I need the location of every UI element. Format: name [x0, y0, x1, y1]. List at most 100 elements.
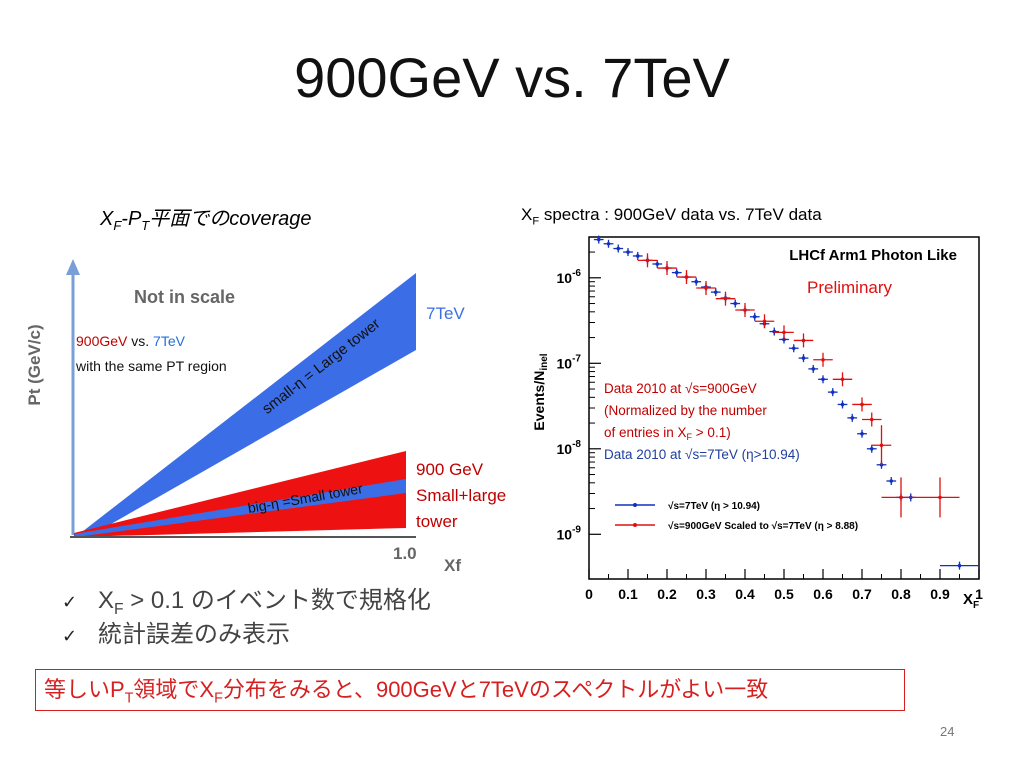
note-vs: vs. — [127, 333, 153, 349]
label-900-line3: tower — [416, 512, 458, 531]
data-point-900gev — [715, 291, 736, 306]
slide-title: 900GeV vs. 7TeV — [294, 46, 730, 109]
data-point-7tev — [593, 235, 604, 244]
item1-tail: > 0.1 のイベント数で規格化 — [123, 587, 431, 614]
marker — [860, 431, 864, 436]
data-point-900gev — [793, 333, 814, 348]
x-tick-label: 0.6 — [813, 586, 833, 602]
caption-tail: spectra : 900GeV data vs. 7TeV data — [539, 205, 822, 224]
data-point-7tev — [798, 354, 809, 363]
marker — [606, 241, 611, 246]
y-tick-label: 10-7 — [557, 353, 582, 371]
annotation-red-1: Data 2010 at √s=900GeV — [604, 381, 757, 396]
legend: √s=7TeV (η > 10.94) √s=900GeV Scaled to … — [615, 501, 858, 532]
data-point-7tev — [818, 375, 828, 384]
data-point-900gev — [871, 425, 892, 466]
x-tick-label: 1 — [975, 586, 983, 602]
label-900-line1: 900 GeV — [416, 460, 484, 479]
data-point-900gev — [754, 314, 775, 329]
conclusion-sub1: T — [124, 690, 134, 707]
marker — [869, 446, 874, 451]
legend-red-label: √s=900GeV Scaled to √s=7TeV (η > 8.88) — [668, 521, 858, 532]
marker — [869, 417, 874, 422]
checklist-item-2: 統計誤差のみ表示 — [98, 621, 290, 648]
checklist-item: ✓ 統計誤差のみ表示 — [62, 614, 431, 648]
data-point-900gev — [676, 270, 697, 285]
red-band-900gev — [74, 451, 406, 537]
annotation-blue: Data 2010 at √s=7TeV (η>10.94) — [604, 447, 800, 462]
marker — [860, 402, 864, 407]
data-point-7tev — [866, 444, 877, 453]
marker — [704, 286, 708, 290]
y-label-main: Events/N — [531, 371, 547, 431]
annotation-red-3b: > 0.1) — [692, 425, 731, 440]
caption-x: X — [521, 205, 533, 224]
annotation-red-3-sub: F — [687, 432, 693, 442]
y-axis-arrow-icon — [66, 259, 80, 275]
plot-ticks-group: 0 0.1 0.2 0.3 0.4 0.5 0.6 0.7 0.8 0.9 1 10-6 10-7 10-… — [557, 236, 983, 602]
note-line1: 900GeV vs. 7TeV — [76, 333, 186, 349]
data-point-900gev — [696, 280, 716, 295]
marker — [694, 279, 699, 284]
data-point-7tev — [691, 277, 702, 286]
x-label-main: X — [963, 591, 973, 608]
marker — [743, 308, 747, 312]
conclusion-part3: 分布をみると、900GeVと7TeVのスペクトルがよい一致 — [222, 677, 769, 702]
y-tick-label: 10-6 — [557, 268, 582, 286]
caption-dash: -P — [121, 208, 142, 230]
marker — [879, 443, 884, 448]
data-point-900gev — [657, 261, 677, 276]
x-tick-label: 0.1 — [618, 586, 638, 602]
caption-x-sub: F — [532, 215, 540, 228]
caption-x-sub: F — [113, 218, 122, 233]
plot-points-group — [593, 235, 979, 570]
check-icon: ✓ — [62, 592, 78, 612]
plot-title: LHCf Arm1 Photon Like — [789, 247, 957, 264]
x-axis-label: Xf — [444, 556, 461, 575]
label-900-background — [407, 460, 503, 536]
x-tick-label: 0.3 — [696, 586, 716, 602]
legend-blue-label: √s=7TeV (η > 10.94) — [668, 501, 760, 512]
marker — [840, 377, 845, 382]
data-point-7tev — [847, 413, 858, 422]
x-tick-label: 0.9 — [930, 586, 950, 602]
caption-tail: 平面でのcoverage — [149, 208, 312, 230]
marker — [840, 402, 845, 407]
data-point-7tev — [940, 561, 979, 570]
data-point-7tev — [749, 312, 760, 321]
marker — [626, 250, 630, 254]
marker — [635, 254, 640, 258]
plot-frame-group: LHCf Arm1 Photon Like Preliminary Events… — [531, 236, 980, 611]
legend-red-marker — [633, 523, 637, 527]
marker — [782, 330, 786, 335]
annotation-red-3a: of entries in X — [604, 425, 687, 440]
x-axis-label: XF — [963, 591, 979, 611]
right-figure-caption: XF spectra : 900GeV data vs. 7TeV data — [521, 205, 822, 227]
marker — [762, 319, 767, 324]
data-point-7tev — [623, 248, 633, 257]
caption-x: X — [100, 208, 114, 230]
data-point-900gev — [920, 477, 960, 518]
check-icon: ✓ — [62, 626, 78, 646]
data-point-7tev — [769, 327, 780, 336]
marker — [684, 275, 689, 279]
marker — [713, 290, 718, 294]
marker — [723, 296, 728, 301]
blue-sliver — [74, 479, 406, 537]
x-tick-1: 1.0 — [393, 544, 417, 563]
data-point-7tev — [652, 259, 663, 268]
item1-x: X — [98, 587, 115, 614]
data-point-900gev — [813, 352, 833, 367]
marker — [782, 337, 786, 342]
y-tick-label: 10-8 — [557, 439, 582, 457]
marker — [899, 495, 903, 500]
xf-spectrum-plot: LHCf Arm1 Photon Like Preliminary Events… — [531, 235, 983, 611]
checklist: ✓ XF > 0.1 のイベント数で規格化 ✓ 統計誤差のみ表示 — [62, 580, 431, 648]
checklist-item: ✓ XF > 0.1 のイベント数で規格化 — [62, 580, 431, 618]
data-point-900gev — [735, 303, 755, 318]
y-axis-label: Events/Ninel — [531, 353, 550, 430]
data-point-7tev — [613, 244, 624, 253]
data-point-7tev — [886, 477, 897, 486]
marker — [645, 258, 650, 263]
marker — [850, 416, 855, 420]
